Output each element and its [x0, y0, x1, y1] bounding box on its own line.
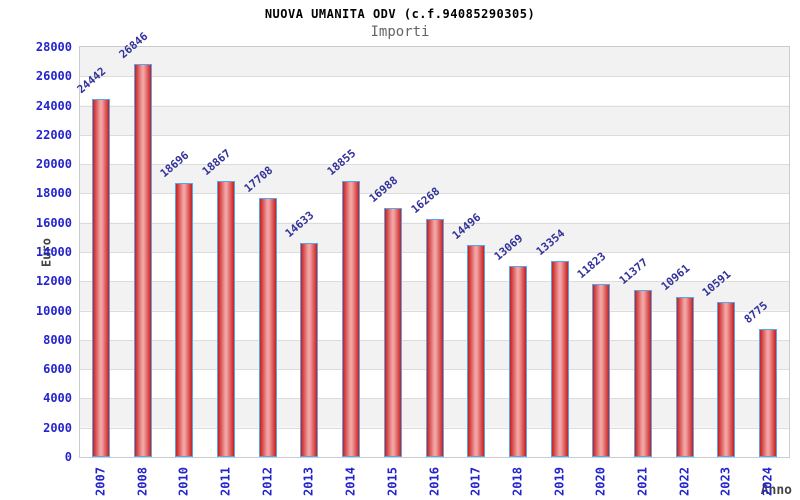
x-axis-tick-label: 2021	[635, 467, 650, 496]
y-gridline	[80, 134, 789, 136]
bar	[759, 328, 778, 457]
y-axis-tick-label: 18000	[35, 186, 72, 201]
x-axis-tick-label: 2011	[218, 467, 233, 496]
y-axis-tick-label: 14000	[35, 245, 72, 259]
x-axis-tick-label: 2007	[93, 467, 108, 496]
bar	[592, 283, 611, 457]
x-axis-tick-label: 2018	[510, 467, 525, 496]
y-axis-tick-label: 26000	[35, 69, 72, 84]
bar	[383, 208, 402, 457]
x-axis-tick-label: 2019	[552, 467, 567, 496]
bar	[634, 290, 653, 457]
bar	[258, 197, 277, 457]
y-axis-tick-label: 6000	[43, 362, 72, 377]
x-axis-tick-label: 2016	[427, 467, 441, 496]
y-axis-tick-label: 20000	[35, 157, 72, 172]
y-gridline	[80, 76, 789, 78]
y-axis-tick-label: 10000	[35, 303, 72, 318]
x-axis-tick-label: 2024	[760, 467, 775, 496]
chart-title: NUOVA UMANITA ODV (c.f.94085290305)	[264, 7, 536, 21]
x-axis-tick-label: 2012	[260, 467, 275, 496]
bar	[675, 296, 694, 457]
y-axis-tick-label: 0	[64, 450, 72, 464]
x-axis-tick-label: 2015	[385, 467, 400, 496]
x-axis-tick-label: 2022	[677, 467, 692, 496]
chart-subtitle: Importi	[370, 24, 430, 40]
bar	[508, 265, 527, 457]
bar	[300, 242, 319, 457]
y-axis-tick-label: 16000	[35, 215, 72, 230]
x-axis-tick-label: 2023	[718, 467, 733, 496]
bar	[425, 218, 444, 457]
bar	[342, 180, 361, 457]
x-axis-tick-label: 2020	[593, 467, 608, 496]
y-gridline	[80, 193, 789, 195]
plot-area	[79, 46, 790, 458]
y-axis-tick-label: 2000	[43, 420, 72, 435]
y-axis-tick-label: 12000	[35, 274, 72, 289]
y-axis-tick-label: 4000	[43, 391, 72, 406]
x-axis-tick-label: 2010	[176, 467, 191, 496]
x-axis-tick-label: 2014	[343, 467, 358, 496]
y-axis-tick-label: 28000	[35, 40, 72, 54]
x-axis-tick-label: 2008	[135, 467, 150, 496]
y-axis-tick-label: 8000	[43, 332, 72, 347]
bar	[550, 261, 569, 457]
y-axis-tick-label: 24000	[35, 98, 72, 113]
x-axis-title: Anno	[760, 483, 792, 498]
bar	[216, 180, 235, 457]
bar	[175, 183, 194, 457]
y-axis-tick-label: 22000	[35, 127, 72, 142]
bar	[133, 63, 152, 457]
x-axis-tick-label: 2017	[468, 467, 483, 496]
y-gridline	[80, 105, 789, 107]
y-gridline	[80, 164, 789, 166]
bar	[467, 244, 486, 457]
bar	[91, 99, 110, 457]
bar	[717, 301, 736, 457]
x-axis-tick-label: 2013	[301, 467, 316, 496]
